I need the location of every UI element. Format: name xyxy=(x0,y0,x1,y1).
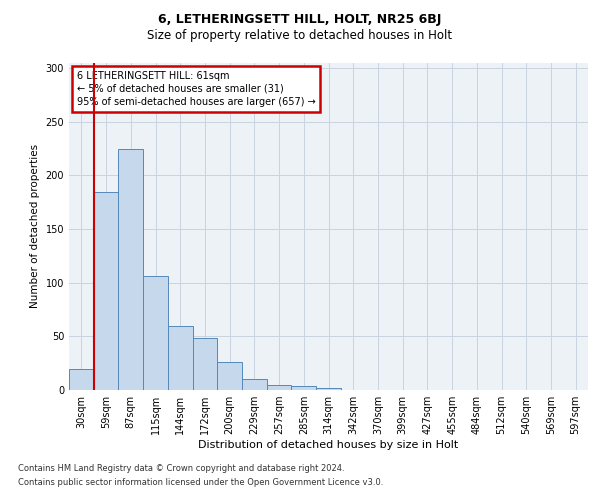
Text: 6, LETHERINGSETT HILL, HOLT, NR25 6BJ: 6, LETHERINGSETT HILL, HOLT, NR25 6BJ xyxy=(158,12,442,26)
Text: Contains public sector information licensed under the Open Government Licence v3: Contains public sector information licen… xyxy=(18,478,383,487)
Bar xyxy=(242,380,267,390)
Bar xyxy=(69,368,94,390)
Bar xyxy=(94,192,118,390)
Bar xyxy=(267,384,292,390)
Bar xyxy=(193,338,217,390)
Text: 6 LETHERINGSETT HILL: 61sqm
← 5% of detached houses are smaller (31)
95% of semi: 6 LETHERINGSETT HILL: 61sqm ← 5% of deta… xyxy=(77,70,316,107)
Bar xyxy=(143,276,168,390)
Y-axis label: Number of detached properties: Number of detached properties xyxy=(30,144,40,308)
Bar xyxy=(292,386,316,390)
Text: Size of property relative to detached houses in Holt: Size of property relative to detached ho… xyxy=(148,29,452,42)
Bar xyxy=(118,150,143,390)
Text: Contains HM Land Registry data © Crown copyright and database right 2024.: Contains HM Land Registry data © Crown c… xyxy=(18,464,344,473)
Bar xyxy=(217,362,242,390)
Bar xyxy=(316,388,341,390)
Bar xyxy=(168,326,193,390)
X-axis label: Distribution of detached houses by size in Holt: Distribution of detached houses by size … xyxy=(199,440,458,450)
